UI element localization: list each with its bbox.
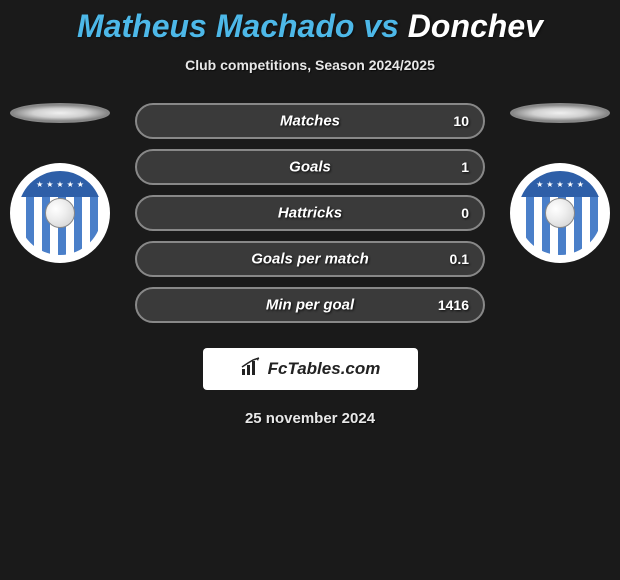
- stat-right-value: 10: [453, 113, 469, 129]
- soccer-ball-icon: [45, 198, 75, 228]
- star-icon: ★: [46, 180, 53, 189]
- comparison-title: Matheus Machado vs Donchev: [0, 0, 620, 45]
- logo-top-band: ★ ★ ★ ★ ★: [18, 171, 102, 197]
- player2-photo: [510, 103, 610, 123]
- player1-photo: [10, 103, 110, 123]
- star-icon: ★: [67, 180, 74, 189]
- brand-text: FcTables.com: [268, 359, 381, 379]
- chart-icon: [240, 357, 262, 382]
- right-player-column: ★ ★ ★ ★ ★: [510, 103, 610, 263]
- stat-label: Min per goal: [137, 297, 483, 314]
- stat-row: Min per goal1416: [135, 287, 485, 323]
- star-icon: ★: [56, 180, 63, 189]
- content-area: ★ ★ ★ ★ ★ Matches10Goals1Hattricks0Goals…: [0, 103, 620, 333]
- stat-right-value: 1: [461, 159, 469, 175]
- left-player-column: ★ ★ ★ ★ ★: [10, 103, 110, 263]
- stat-right-value: 0: [461, 205, 469, 221]
- star-icon: ★: [546, 180, 553, 189]
- stat-row: Matches10: [135, 103, 485, 139]
- subtitle: Club competitions, Season 2024/2025: [0, 57, 620, 73]
- player2-team-logo: ★ ★ ★ ★ ★: [510, 163, 610, 263]
- star-icon: ★: [567, 180, 574, 189]
- stat-label: Hattricks: [137, 205, 483, 222]
- player1-name: Matheus Machado: [77, 8, 354, 44]
- star-icon: ★: [536, 180, 543, 189]
- stat-label: Goals: [137, 159, 483, 176]
- star-icon: ★: [577, 180, 584, 189]
- stat-row: Hattricks0: [135, 195, 485, 231]
- brand-box[interactable]: FcTables.com: [203, 348, 418, 390]
- logo-top-band: ★ ★ ★ ★ ★: [518, 171, 602, 197]
- date-text: 25 november 2024: [0, 410, 620, 427]
- stat-label: Matches: [137, 113, 483, 130]
- player2-name: Donchev: [408, 8, 543, 44]
- vs-text: vs: [363, 8, 399, 44]
- soccer-ball-icon: [545, 198, 575, 228]
- stat-label: Goals per match: [137, 251, 483, 268]
- star-icon: ★: [556, 180, 563, 189]
- stat-row: Goals per match0.1: [135, 241, 485, 277]
- stat-right-value: 1416: [438, 297, 469, 313]
- stats-panel: Matches10Goals1Hattricks0Goals per match…: [135, 103, 485, 333]
- stat-row: Goals1: [135, 149, 485, 185]
- star-icon: ★: [77, 180, 84, 189]
- star-icon: ★: [36, 180, 43, 189]
- player1-team-logo: ★ ★ ★ ★ ★: [10, 163, 110, 263]
- stat-right-value: 0.1: [450, 251, 469, 267]
